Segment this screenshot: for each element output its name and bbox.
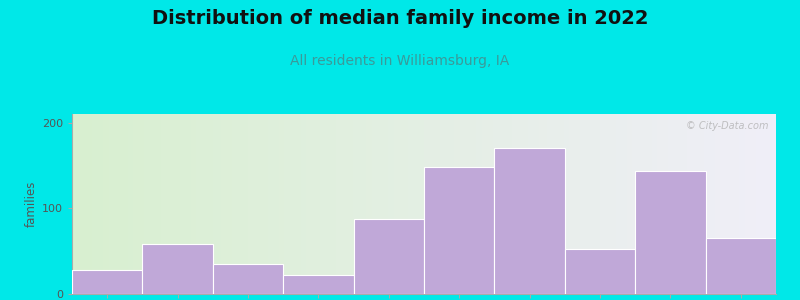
Bar [142, 244, 213, 294]
Bar [354, 219, 424, 294]
Text: © City-Data.com: © City-Data.com [686, 121, 769, 131]
Bar [565, 249, 635, 294]
Bar [283, 275, 354, 294]
Text: Distribution of median family income in 2022: Distribution of median family income in … [152, 9, 648, 28]
Y-axis label: families: families [25, 181, 38, 227]
Text: All residents in Williamsburg, IA: All residents in Williamsburg, IA [290, 54, 510, 68]
Bar [424, 167, 494, 294]
Bar [72, 270, 142, 294]
Bar [213, 264, 283, 294]
Bar [635, 171, 706, 294]
Bar [494, 148, 565, 294]
Bar [706, 238, 776, 294]
